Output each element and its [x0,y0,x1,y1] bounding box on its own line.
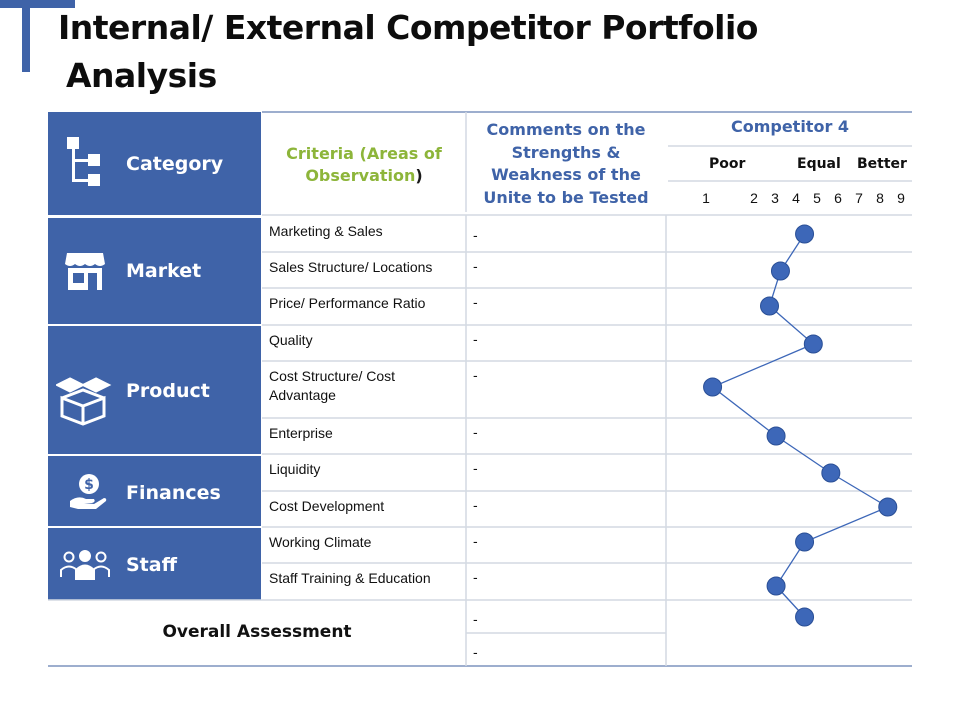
category-market: Market [48,218,261,324]
criteria-cell: Staff Training & Education [269,570,431,586]
comment-cell: - [473,569,478,585]
rating-point [766,576,786,596]
scale-number: 3 [771,190,779,206]
rating-point [795,224,815,244]
comment-cell: - [473,424,478,440]
criteria-cell: Price/ Performance Ratio [269,295,426,311]
corner-decoration [0,0,75,72]
category-market-label: Market [126,260,202,282]
category-product: Product [48,326,261,454]
overall-comment-cell: - [473,644,478,660]
storefront-icon [65,253,105,290]
page-title: Internal/ External Competitor Portfolio … [58,4,938,100]
comment-cell: - [473,367,478,383]
svg-text:$: $ [84,477,94,493]
scale-number: 8 [876,190,884,206]
rating-point [770,261,790,281]
hierarchy-icon [67,137,100,186]
competitor-series-line [711,233,890,618]
comment-cell: - [473,258,478,274]
category-header-label: Category [126,153,224,175]
comment-cell: - [473,294,478,310]
rating-point [821,463,841,483]
criteria-cell: Sales Structure/ Locations [269,259,433,275]
rating-point [878,497,898,517]
criteria-header-paren: ) [415,166,423,185]
scale-poor: Poor [709,156,746,172]
scale-number: 1 [702,190,710,206]
scale-equal: Equal [797,156,841,172]
rating-point [760,296,780,316]
scale-number: 4 [792,190,800,206]
criteria-cell: Enterprise [269,425,333,441]
comments-header: Comments on the Strengths & Weakness of … [483,120,649,207]
rating-point [703,377,723,397]
scale-number: 2 [750,190,758,206]
category-product-label: Product [126,380,210,402]
title-line-2: Analysis [66,56,217,95]
comment-cell: - [473,533,478,549]
competitor-header: Competitor 4 [730,117,850,136]
comment-cell: - [473,227,478,243]
scale-number: 5 [813,190,821,206]
title-line-1: Internal/ External Competitor Portfolio [58,8,758,47]
category-staff: Staff [48,528,261,600]
comment-cell: - [473,331,478,347]
rating-point [795,532,815,552]
criteria-cell: Cost Development [269,498,385,514]
criteria-cell: Marketing & Sales [269,223,383,239]
criteria-header: Criteria (Areas of Observation) [262,143,466,187]
competitor-chart [703,224,898,627]
rating-point [795,607,815,627]
category-header-block: Category [48,112,261,215]
scale-number: 9 [897,190,905,206]
rating-point [803,334,823,354]
overall-comment-cell: - [473,611,478,627]
scale-number: 7 [855,190,863,206]
boxes-icon [56,377,112,426]
comment-cell: - [473,460,478,476]
category-finances: $ Finances [48,456,261,526]
category-finances-label: Finances [126,482,221,504]
money-hand-icon: $ [70,474,107,509]
criteria-cell: Quality [269,332,313,348]
criteria-cell: Working Climate [269,534,372,550]
scale-better: Better [857,156,907,172]
criteria-cell: Cost Structure/ Cost Advantage [269,368,396,403]
overall-assessment-label: Overall Assessment [162,622,352,642]
category-staff-label: Staff [126,554,177,576]
rating-point [766,426,786,446]
comment-cell: - [473,497,478,513]
team-icon [60,550,110,580]
scale-number: 6 [834,190,842,206]
criteria-cell: Liquidity [269,461,321,477]
criteria-header-text: Criteria (Areas of Observation [286,144,442,185]
